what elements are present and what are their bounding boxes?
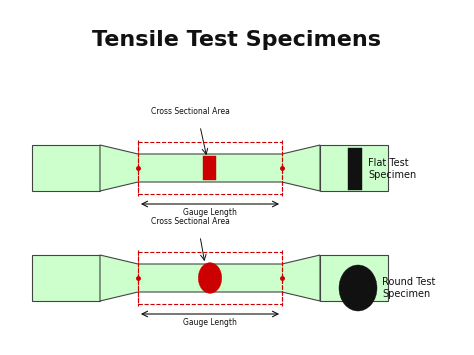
Polygon shape bbox=[100, 145, 320, 191]
Bar bbox=[320, 145, 388, 191]
Text: Tensile Test Specimens: Tensile Test Specimens bbox=[92, 30, 382, 50]
Text: Cross Sectional Area: Cross Sectional Area bbox=[151, 217, 229, 226]
Ellipse shape bbox=[198, 263, 222, 293]
Ellipse shape bbox=[339, 265, 377, 311]
Polygon shape bbox=[100, 255, 320, 301]
Bar bbox=[320, 255, 388, 301]
Text: Flat Test
Specimen: Flat Test Specimen bbox=[368, 158, 416, 180]
Bar bbox=[203, 156, 217, 180]
Bar bbox=[32, 255, 100, 301]
Bar bbox=[32, 145, 100, 191]
Text: Round Test
Specimen: Round Test Specimen bbox=[382, 277, 436, 299]
Bar bbox=[348, 148, 362, 190]
Bar bbox=[138, 142, 282, 194]
Bar bbox=[138, 252, 282, 304]
Text: Gauge Length: Gauge Length bbox=[183, 208, 237, 217]
Text: Gauge Length: Gauge Length bbox=[183, 318, 237, 327]
Text: Cross Sectional Area: Cross Sectional Area bbox=[151, 107, 229, 116]
